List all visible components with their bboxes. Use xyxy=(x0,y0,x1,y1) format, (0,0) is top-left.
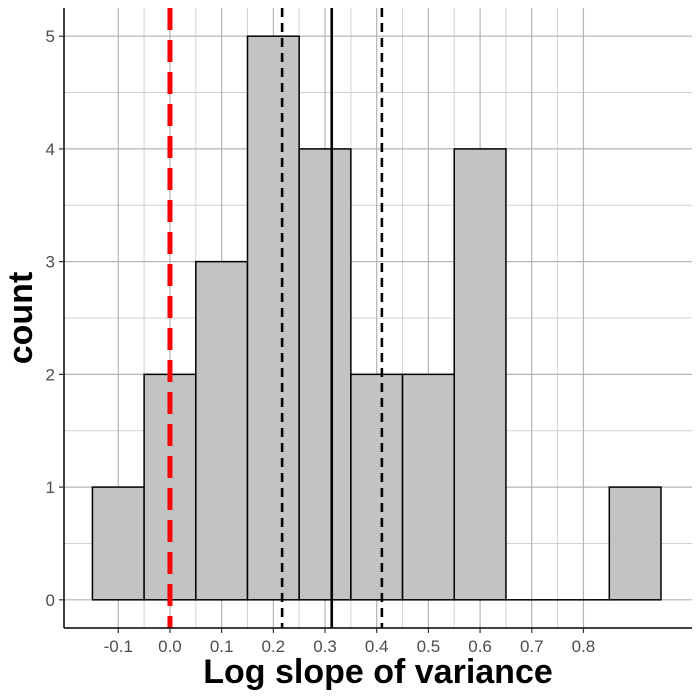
histogram-bar xyxy=(608,486,662,601)
x-tick-label: 0.0 xyxy=(158,637,182,656)
reference-lines xyxy=(167,8,384,628)
histogram-bar xyxy=(453,148,507,601)
y-tick-label: 5 xyxy=(46,27,55,46)
histogram-bar xyxy=(401,373,455,601)
y-axis-title: count xyxy=(2,272,40,365)
histogram-bar xyxy=(350,373,404,601)
x-tick-label: 0.4 xyxy=(365,637,389,656)
y-tick-label: 1 xyxy=(46,478,55,497)
y-tick-label: 2 xyxy=(46,365,55,384)
y-tick-label: 4 xyxy=(46,140,55,159)
histogram-bar xyxy=(246,35,300,601)
y-tick-label: 3 xyxy=(46,253,55,272)
histogram-bar xyxy=(195,260,249,601)
y-tick-labels: 0 1 2 3 4 5 xyxy=(46,27,55,610)
axes xyxy=(59,8,692,633)
x-tick-label: -0.1 xyxy=(104,637,133,656)
x-tick-label: 0.8 xyxy=(572,637,596,656)
x-tick-label: 0.1 xyxy=(210,637,234,656)
x-tick-label: 0.2 xyxy=(262,637,286,656)
histogram-bar xyxy=(91,486,145,601)
histogram-bars xyxy=(91,35,662,601)
y-tick-label: 0 xyxy=(46,591,55,610)
x-axis-title: Log slope of variance xyxy=(203,653,553,691)
x-tick-labels: -0.1 0.0 0.1 0.2 0.3 0.4 0.5 0.6 0.7 0.8 xyxy=(104,637,596,656)
x-tick-label: 0.5 xyxy=(417,637,441,656)
x-tick-label: 0.6 xyxy=(468,637,492,656)
x-tick-label: 0.3 xyxy=(313,637,337,656)
histogram-bar xyxy=(298,148,352,601)
x-tick-label: 0.7 xyxy=(520,637,544,656)
